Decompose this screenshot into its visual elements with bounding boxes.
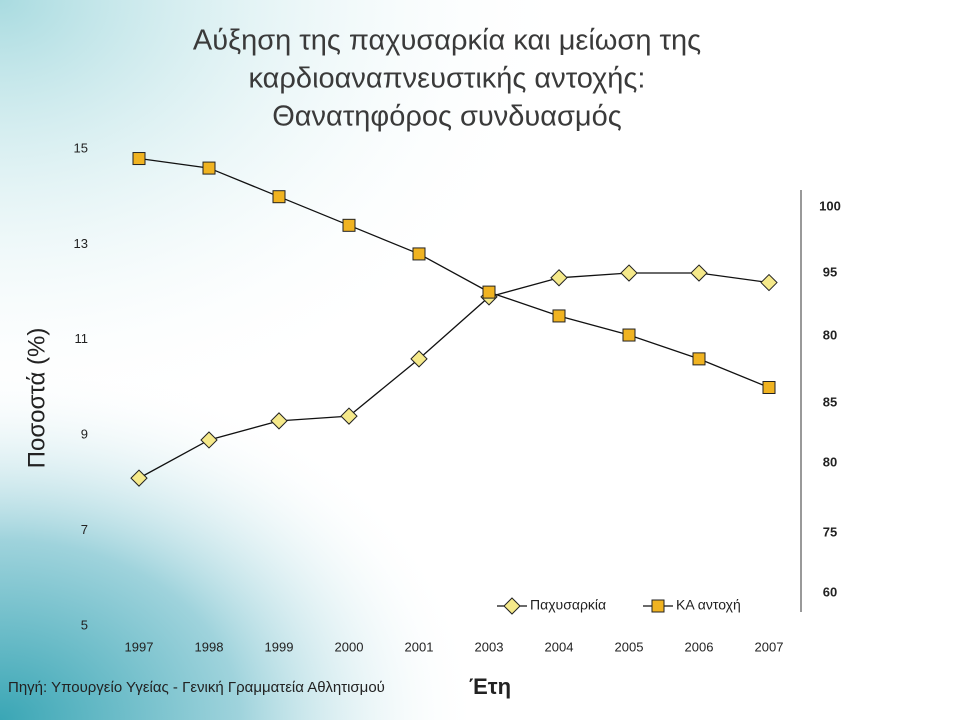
marker (550, 269, 568, 287)
right-axis-label: 80 (823, 454, 837, 469)
x-axis-label: Έτη (469, 674, 511, 699)
legend-marker (503, 597, 521, 615)
x-tick-label: 2000 (335, 639, 364, 654)
y-tick-label: 11 (75, 331, 89, 346)
x-tick-label: 2005 (615, 639, 644, 654)
legend-label: Παχυσαρκία (530, 597, 606, 613)
x-tick-label: 2004 (545, 639, 574, 654)
x-tick-label: 2001 (405, 639, 434, 654)
right-axis-label: 95 (823, 264, 837, 279)
marker (552, 309, 566, 323)
right-axis-label: 85 (823, 394, 837, 409)
legend-marker (651, 599, 665, 613)
marker (412, 247, 426, 261)
x-tick-label: 2003 (475, 639, 504, 654)
right-axis-label: 75 (823, 524, 837, 539)
y-tick-label: 15 (74, 140, 88, 155)
legend-label: ΚΑ αντοχή (676, 597, 741, 613)
marker (622, 328, 636, 342)
right-axis-label: 60 (823, 584, 837, 599)
y-tick-label: 9 (81, 427, 88, 442)
marker (760, 273, 778, 292)
y-tick-label: 5 (81, 617, 88, 632)
x-tick-label: 1997 (125, 639, 154, 654)
x-tick-label: 2006 (685, 639, 714, 654)
marker (410, 350, 428, 368)
marker (620, 264, 638, 282)
y-tick-label: 7 (81, 522, 88, 537)
x-tick-label: 2007 (755, 639, 784, 654)
marker (340, 407, 358, 425)
marker (202, 161, 216, 175)
x-tick-label: 1999 (265, 639, 294, 654)
series-line (138, 157, 770, 389)
marker (762, 381, 776, 394)
x-tick-label: 1998 (195, 639, 224, 654)
marker (482, 285, 496, 299)
chart-title: Αύξηση της παχυσαρκία και μείωση της (193, 25, 701, 57)
right-axis-label: 100 (819, 198, 841, 213)
source-note: Πηγή: Υπουργείο Υγείας - Γενική Γραμματε… (8, 679, 385, 696)
chart-title: Θανατηφόρος συνδυασμός (272, 101, 622, 133)
series-line (138, 272, 770, 479)
marker (692, 352, 706, 366)
chart-title: καρδιοαναπνευστικής αντοχής: (249, 63, 646, 95)
marker (130, 469, 148, 487)
right-axis-label: 80 (823, 327, 837, 342)
marker (342, 218, 356, 232)
y-tick-label: 13 (74, 236, 88, 251)
marker (132, 152, 146, 166)
y-axis-label: Ποσοστά (%) (23, 328, 50, 469)
marker (690, 264, 708, 282)
marker (200, 431, 218, 449)
marker (272, 190, 286, 204)
marker (270, 412, 288, 430)
